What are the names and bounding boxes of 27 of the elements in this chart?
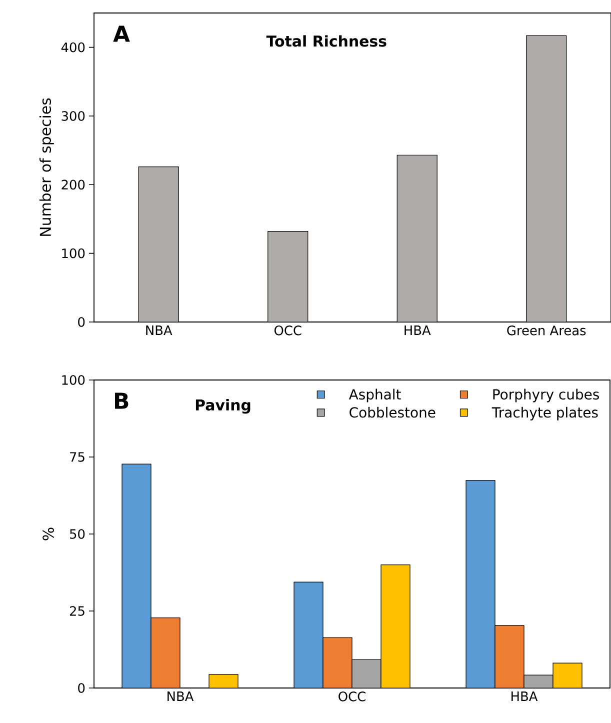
legend-label: Porphyry cubes <box>493 388 600 402</box>
y-tick-label: 300 <box>62 111 85 121</box>
y-axis-title: % <box>42 528 54 540</box>
y-tick-label: 100 <box>62 375 85 385</box>
y-tick-label: 200 <box>62 180 85 190</box>
x-tick-label: NBA <box>168 692 194 701</box>
y-tick-label: 25 <box>70 606 84 616</box>
text: Total Richness <box>266 35 386 47</box>
legend-label: Asphalt <box>348 388 401 402</box>
x-tick-label: Green Areas <box>507 326 586 336</box>
legend-label: Trachyte plates <box>492 406 598 420</box>
x-tick-label: HBA <box>404 326 431 335</box>
legend-label: Cobblestone <box>350 406 436 418</box>
y-tick-label: 75 <box>70 452 84 462</box>
text: Paving <box>196 399 250 414</box>
y-tick-label: 50 <box>70 529 85 539</box>
y-tick-label: 100 <box>62 248 85 258</box>
x-tick-label: NBA <box>146 326 172 335</box>
y-axis-title: Number of species <box>39 98 54 236</box>
annotation: A <box>113 26 130 42</box>
y-tick-label: 0 <box>78 317 85 327</box>
x-tick-label: OCC <box>274 326 302 336</box>
x-tick-label: HBA <box>512 692 538 701</box>
x-tick-label: OCC <box>338 692 366 702</box>
y-tick-label: 400 <box>61 42 85 52</box>
y-tick-label: 0 <box>78 683 85 693</box>
annotation: B <box>115 392 128 409</box>
